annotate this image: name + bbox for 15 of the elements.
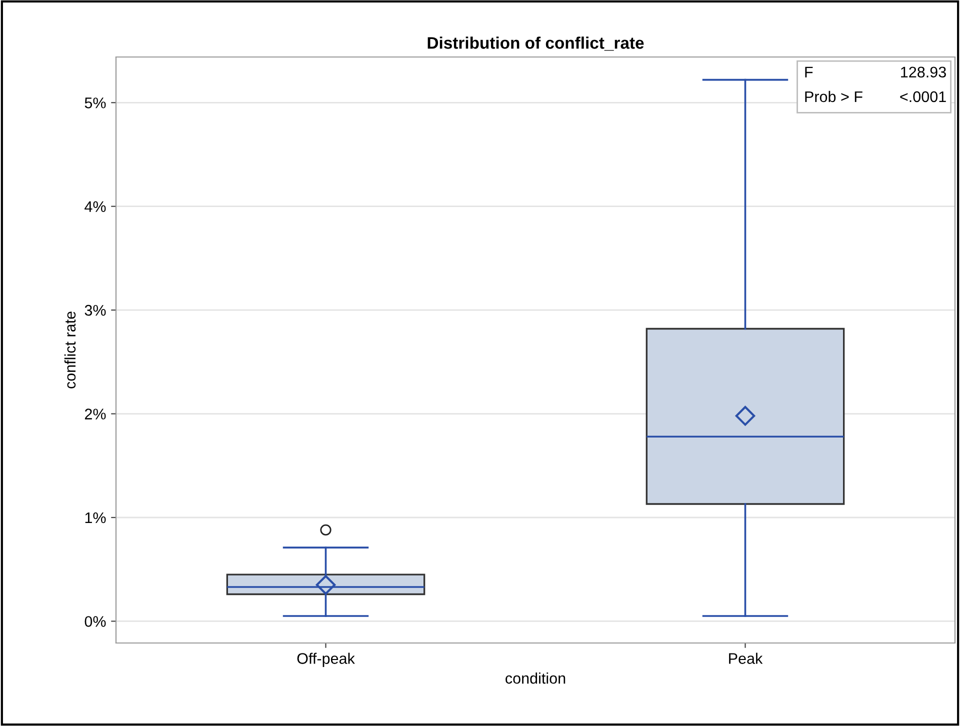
- y-tick-label: 5%: [84, 98, 106, 108]
- annotation: 128.93: [901, 66, 946, 78]
- chart-title: Distribution of conflict_rate: [428, 36, 644, 51]
- x-tick-label: Peak: [729, 652, 763, 664]
- annotation: F: [805, 66, 813, 78]
- y-tick-label: 4%: [84, 201, 106, 212]
- y-tick-label: 2%: [84, 408, 106, 420]
- y-tick-label: 1%: [85, 512, 106, 524]
- x-tick-label: Off-peak: [297, 652, 355, 667]
- annotation: <.0001: [900, 91, 946, 102]
- y-axis-title: conflict rate: [64, 312, 76, 388]
- annotation: Prob > F: [805, 90, 862, 102]
- y-tick-label: 3%: [84, 304, 106, 316]
- y-tick-label: 0%: [84, 616, 106, 627]
- x-axis-title: condition: [506, 672, 566, 684]
